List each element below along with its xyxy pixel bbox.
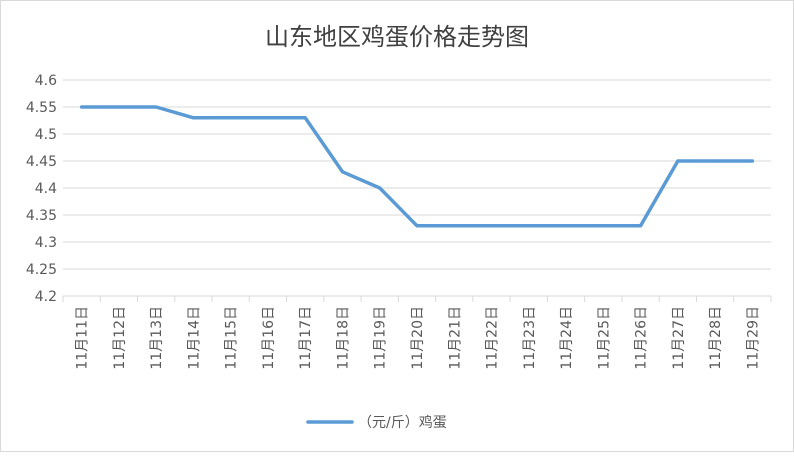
x-axis: 11月11日 11月12日 11月13日 11月14日 11月15日 11月16日 11月1… [62,296,772,370]
data-point [117,105,121,109]
y-tick-label: 4.5 [35,127,57,143]
data-point [490,224,494,228]
data-point [750,159,754,163]
legend-label: （元/斤）鸡蛋 [358,414,447,431]
data-point [452,224,456,228]
data-point [80,105,84,109]
x-tick-label: 11月24日 [559,306,575,370]
data-point [713,159,717,163]
x-tick-label: 11月18日 [335,306,351,370]
y-tick-label: 4.2 [35,289,57,305]
data-point [378,186,382,190]
x-tick-label: 11月15日 [224,306,240,370]
x-tick-label: 11月25日 [596,306,612,370]
series-line [79,105,755,228]
y-tick-label: 4.25 [26,262,57,278]
x-tick-label: 11月28日 [708,306,724,370]
data-point [676,159,680,163]
chart-title: 山东地区鸡蛋价格走势图 [265,23,529,51]
data-point [229,116,233,120]
series-layer [79,105,755,228]
data-point [340,170,344,174]
y-tick-label: 4.6 [35,73,57,89]
y-tick-label: 4.55 [26,100,57,116]
x-tick-label: 11月17日 [298,306,314,370]
gridlines [63,79,771,297]
data-point [564,224,568,228]
x-tick-label: 11月20日 [410,306,426,370]
data-point [415,224,419,228]
x-tick-label: 11月14日 [186,306,202,370]
x-tick-label: 11月19日 [373,306,389,370]
x-tick-label: 11月16日 [261,306,277,370]
x-tick-label: 11月12日 [112,306,128,370]
x-tick-label: 11月21日 [447,306,463,370]
x-tick-label: 11月11日 [75,306,91,370]
y-axis-ticks: 4.2 4.25 4.3 4.35 4.4 4.45 4.5 4.55 4.6 [26,73,57,305]
x-tick-label: 11月26日 [634,306,650,370]
data-point [303,116,307,120]
x-tick-label: 11月29日 [745,306,761,370]
data-point [191,116,195,120]
x-tick-label: 11月23日 [522,306,538,370]
x-tick-label: 11月22日 [485,306,501,370]
y-tick-label: 4.45 [26,154,57,170]
data-point [266,116,270,120]
y-tick-label: 4.4 [35,181,57,197]
data-point [527,224,531,228]
x-tick-label: 11月27日 [671,306,687,370]
data-point [601,224,605,228]
x-tick-label: 11月13日 [149,306,165,370]
legend: （元/斤）鸡蛋 [306,414,447,431]
y-tick-label: 4.3 [35,235,57,251]
data-point [639,224,643,228]
data-point [154,105,158,109]
y-tick-label: 4.35 [26,208,57,224]
